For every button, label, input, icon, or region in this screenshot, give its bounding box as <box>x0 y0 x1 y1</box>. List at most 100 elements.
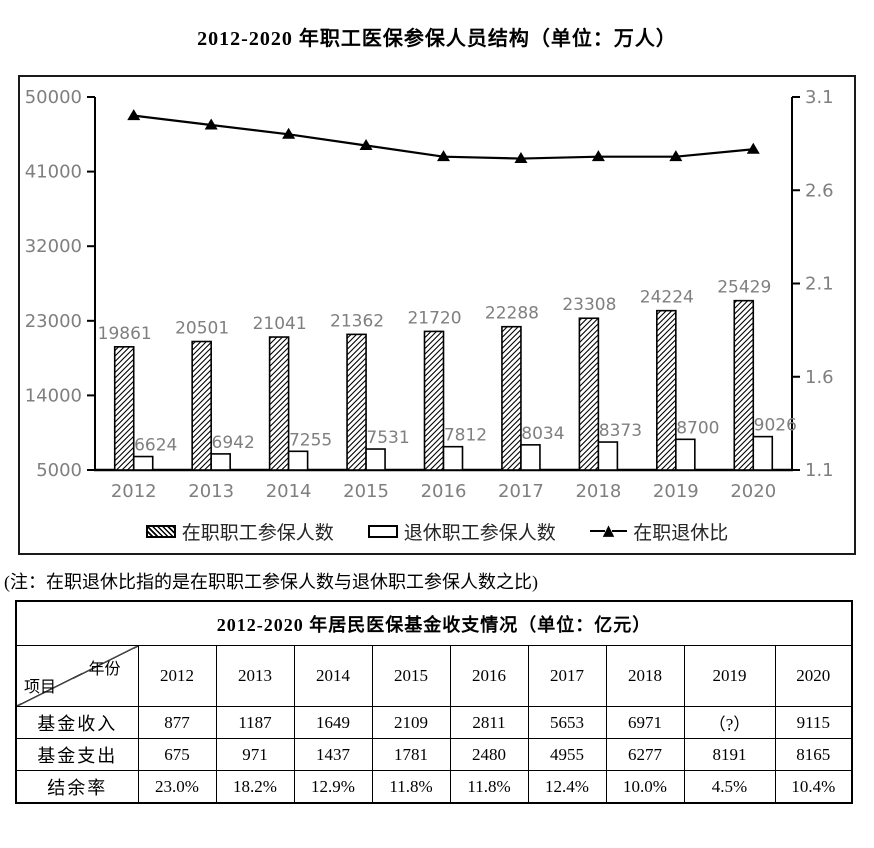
bar-retirees <box>442 445 464 471</box>
table-cell: 6971 <box>605 706 685 739</box>
table-title: 2012-2020 年居民医保基金收支情况（单位：亿元） <box>15 600 853 646</box>
bar-active-workers <box>113 346 135 471</box>
ratio-line-marker <box>204 118 218 130</box>
x-axis-label: 2017 <box>498 481 544 502</box>
ratio-line-marker <box>127 109 141 121</box>
table-cell: 1437 <box>293 738 373 771</box>
table-cell: 12.9% <box>293 770 373 804</box>
right-tick-label: 2.1 <box>805 274 834 295</box>
line-segment <box>612 529 628 533</box>
ratio-line-marker <box>591 150 605 162</box>
left-tick-label: 23000 <box>25 311 82 332</box>
ratio-line-marker <box>282 127 296 139</box>
table-header-row: 年份 项目 2012 2013 2014 2015 2016 2017 2018 2019 20… <box>15 645 853 707</box>
x-axis-label: 2018 <box>575 481 621 502</box>
ratio-line-marker <box>746 142 760 154</box>
year-header: 2016 <box>449 645 529 707</box>
bar-retirees <box>597 441 619 471</box>
table-cell: 2109 <box>371 706 451 739</box>
left-tick-label: 14000 <box>25 385 82 406</box>
bar-value-label: 21041 <box>253 314 307 334</box>
table-cell: 10.0% <box>605 770 685 804</box>
table-row: 基金收入 877 1187 1649 2109 2811 5653 6971 （?） 9115 <box>15 706 853 739</box>
bar-value-label: 25429 <box>717 278 771 298</box>
table-cell: 10.4% <box>774 770 853 804</box>
table-cell: 2480 <box>449 738 529 771</box>
bar-value-label: 23308 <box>562 295 616 315</box>
table-cell: 1781 <box>371 738 451 771</box>
bar-active-workers <box>423 330 445 471</box>
bar-value-label: 9026 <box>754 416 797 436</box>
table-cell: 2811 <box>449 706 529 739</box>
x-axis-label: 2020 <box>730 481 776 502</box>
right-tick-label: 2.6 <box>805 180 834 201</box>
right-tick-label: 1.6 <box>805 367 834 388</box>
chart-legend: 在职职工参保人数 退休职工参保人数 ▲ 在职退休比 <box>20 511 854 551</box>
year-header: 2017 <box>527 645 607 707</box>
triangle-line-swatch-icon: ▲ <box>589 522 628 539</box>
legend-label: 在职职工参保人数 <box>181 521 334 544</box>
table-cell: 675 <box>137 738 217 771</box>
diagonal-divider: 年份 项目 <box>17 646 137 706</box>
page-title: 2012-2020 年职工医保参保人员结构（单位：万人） <box>197 28 677 50</box>
table-cell: 12.4% <box>527 770 607 804</box>
corner-item-label: 项目 <box>24 679 57 696</box>
year-header: 2013 <box>215 645 295 707</box>
row-label: 基金支出 <box>15 738 139 771</box>
table-cell: 6277 <box>605 738 685 771</box>
table-title-row: 2012-2020 年居民医保基金收支情况（单位：亿元） <box>15 600 853 646</box>
bar-retirees <box>132 455 154 471</box>
bar-active-workers <box>191 340 212 471</box>
left-tick-label: 32000 <box>25 236 82 257</box>
table-cell: 11.8% <box>371 770 451 804</box>
page: 2012-2020 年职工医保参保人员结构（单位：万人） 50000 41000 3… <box>0 22 874 804</box>
ratio-line-marker <box>514 152 528 164</box>
left-tick-label: 50000 <box>25 87 82 108</box>
legend-label: 退休职工参保人数 <box>403 521 556 544</box>
bar-value-label: 7531 <box>366 428 409 448</box>
table-row: 结余率 23.0% 18.2% 12.9% 11.8% 11.8% 12.4% 10.0% 4.… <box>15 770 853 804</box>
left-tick-label: 5000 <box>36 460 82 481</box>
x-axis-label: 2012 <box>111 481 157 502</box>
bar-value-label: 20501 <box>175 319 229 339</box>
row-label: 基金收入 <box>15 706 139 739</box>
table-cell: 8191 <box>683 738 776 771</box>
bar-value-label: 21362 <box>330 311 384 331</box>
bar-value-label: 8700 <box>676 418 719 438</box>
chart-note: (注：在职退休比指的是在职职工参保人数与退休职工参保人数之比) <box>4 572 538 592</box>
white-bar-swatch-icon <box>367 524 398 538</box>
table-cell: 4.5% <box>683 770 776 804</box>
table-row: 基金支出 675 971 1437 1781 2480 4955 6277 8191 8165 <box>15 738 853 771</box>
chart-panel: 50000 41000 32000 23000 14000 5000 3.1 2.6 2.1 1.… <box>18 75 856 555</box>
legend-item-retirees: 退休职工参保人数 <box>367 518 556 545</box>
x-axis-label: 2013 <box>188 481 234 502</box>
x-axis-label: 2016 <box>421 481 467 502</box>
table-cell: 9115 <box>774 706 853 739</box>
table-cell: 18.2% <box>215 770 295 804</box>
table-cell: 4955 <box>527 738 607 771</box>
bar-value-label: 19861 <box>98 324 152 344</box>
year-header: 2018 <box>605 645 685 707</box>
x-axis-label: 2019 <box>653 481 699 502</box>
bar-active-workers <box>656 309 677 471</box>
year-header: 2020 <box>774 645 853 707</box>
bar-value-label: 22288 <box>485 304 539 324</box>
year-header: 2019 <box>683 645 776 707</box>
table-cell: 5653 <box>527 706 607 739</box>
hatched-bar-swatch-icon <box>145 524 176 538</box>
corner-cell: 年份 项目 <box>15 645 139 707</box>
table-cell: （?） <box>683 706 776 739</box>
ratio-line-marker <box>359 138 373 150</box>
bar-value-label: 8373 <box>599 421 642 441</box>
table-cell: 971 <box>215 738 295 771</box>
right-tick-label: 1.1 <box>805 460 834 481</box>
table-cell: 23.0% <box>137 770 217 804</box>
legend-item-ratio: ▲ 在职退休比 <box>589 518 728 545</box>
table-cell: 8165 <box>774 738 853 771</box>
bar-retirees <box>365 448 386 471</box>
ratio-line-marker <box>437 150 450 162</box>
bar-active-workers <box>501 325 522 471</box>
corner-year-label: 年份 <box>88 661 121 678</box>
table-cell: 1187 <box>215 706 295 739</box>
bar-value-label: 24224 <box>640 288 694 308</box>
